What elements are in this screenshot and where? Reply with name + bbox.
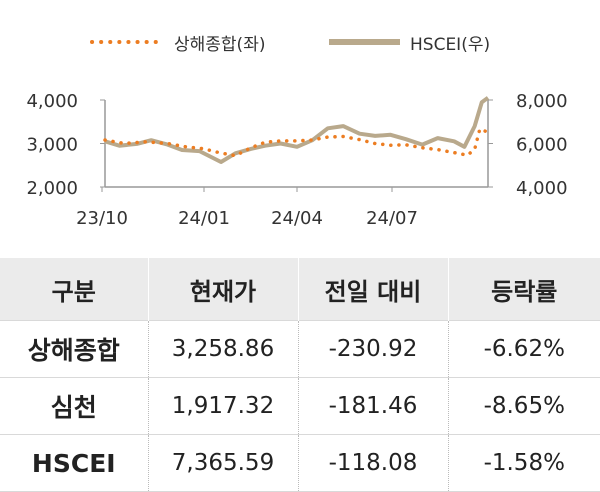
header-change: 전일 대비 <box>297 258 448 321</box>
x-tick-label: 24/01 <box>178 208 230 229</box>
row-rate: -6.62% <box>447 320 600 378</box>
series-line-shanghai <box>103 127 490 158</box>
row-rate: -8.65% <box>447 377 600 435</box>
row-change: -181.46 <box>297 377 448 435</box>
legend-label-hscei: HSCEI(우) <box>410 35 491 55</box>
index-table: 구분 현재가 전일 대비 등락률 상해종합 3,258.86 -230.92 -… <box>0 258 600 492</box>
x-tick-label: 24/04 <box>271 208 323 229</box>
y-right-tick-label: 6,000 <box>516 135 568 156</box>
row-name: 심천 <box>0 377 148 435</box>
row-name: 상해종합 <box>0 320 148 378</box>
legend-label-shanghai: 상해종합(좌) <box>174 35 266 55</box>
row-price: 1,917.32 <box>147 377 298 435</box>
row-change: -118.08 <box>297 434 448 492</box>
row-price: 7,365.59 <box>147 434 298 492</box>
y-left-tick-label: 2,000 <box>26 178 78 199</box>
x-tick-label: 24/07 <box>366 208 418 229</box>
table-header-row: 구분 현재가 전일 대비 등락률 <box>0 258 600 321</box>
row-rate: -1.58% <box>447 434 600 492</box>
y-left-tick-label: 3,000 <box>26 135 78 156</box>
x-tick-label: 23/10 <box>76 208 128 229</box>
table-row: 상해종합 3,258.86 -230.92 -6.62% <box>0 320 600 378</box>
header-category: 구분 <box>0 258 148 321</box>
row-change: -230.92 <box>297 320 448 378</box>
chart-legend: 상해종합(좌) HSCEI(우) <box>0 22 600 62</box>
table-row: 심천 1,917.32 -181.46 -8.65% <box>0 377 600 435</box>
y-left-tick-label: 4,000 <box>26 91 78 112</box>
line-chart: 2,000 3,000 4,000 4,000 6,000 8,000 23/10 24/01… <box>26 91 568 229</box>
row-price: 3,258.86 <box>147 320 298 378</box>
row-name: HSCEI <box>0 434 148 492</box>
header-current-price: 현재가 <box>147 258 298 321</box>
y-right-tick-label: 4,000 <box>516 178 568 199</box>
header-change-rate: 등락률 <box>447 258 600 321</box>
y-right-tick-label: 8,000 <box>516 91 568 112</box>
series-line-hscei <box>104 96 490 164</box>
legend-swatches <box>90 39 400 45</box>
table-row: HSCEI 7,365.59 -118.08 -1.58% <box>0 434 600 492</box>
